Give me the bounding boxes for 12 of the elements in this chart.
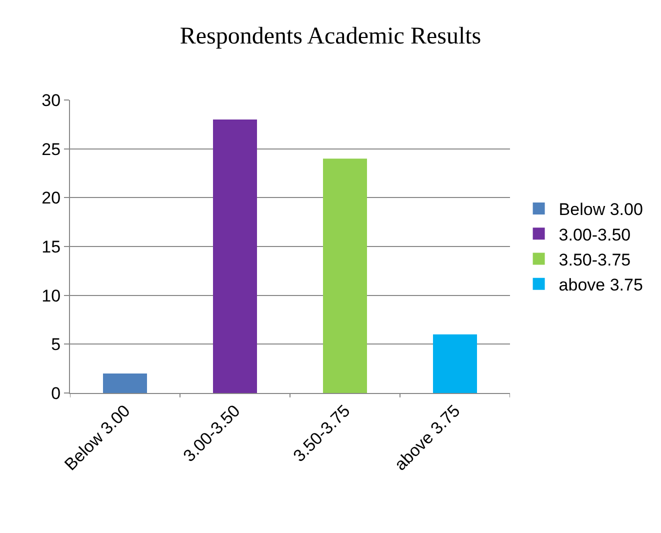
legend-label: Below 3.00 <box>558 200 643 220</box>
legend-label: above 3.75 <box>558 275 643 294</box>
chart-title: Respondents Academic Results <box>180 23 482 50</box>
y-tick-label: 0 <box>51 384 61 403</box>
y-tick-label: 10 <box>42 286 61 306</box>
y-tick-label: 20 <box>42 188 61 208</box>
y-tick-label: 15 <box>42 237 61 256</box>
y-tick-label: 30 <box>42 90 61 110</box>
legend-label: 3.00-3.50 <box>558 225 631 244</box>
legend-label: 3.50-3.75 <box>558 250 631 270</box>
y-tick-label: 25 <box>42 140 61 159</box>
y-tick-label: 5 <box>51 335 61 354</box>
